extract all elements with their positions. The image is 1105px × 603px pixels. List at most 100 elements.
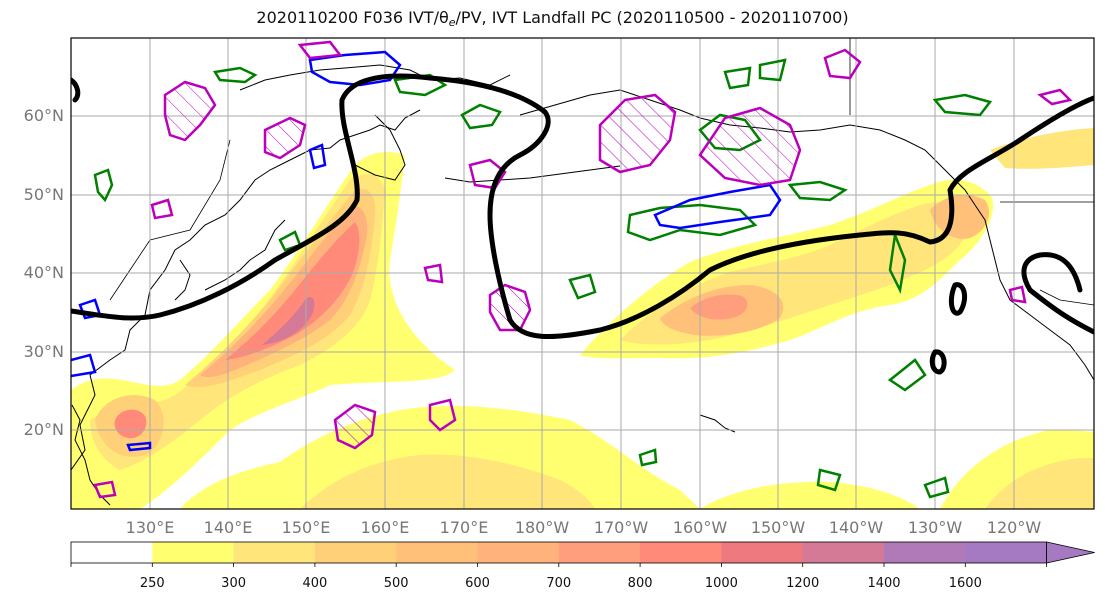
colorbar [70, 541, 1095, 567]
blue-contour [71, 353, 97, 378]
pc-contour-loop-1 [948, 282, 968, 316]
lon-label-140w: 140°W [828, 518, 884, 537]
pv-contour [333, 403, 377, 450]
pv-contour [263, 116, 307, 160]
green-contour [887, 358, 927, 392]
blue-contour [653, 183, 782, 230]
map-title: 2020110200 F036 IVT/θe/PV, IVT Landfall … [256, 8, 849, 29]
green-contour [626, 203, 758, 242]
ivt-fill-sw [71, 477, 115, 509]
colorbar-segment [884, 542, 966, 563]
lon-label-120w: 120°W [986, 518, 1042, 537]
ivt-shading [71, 128, 1094, 509]
pv-contour [468, 158, 507, 190]
pv-contour [93, 480, 117, 499]
colorbar-label: 1000 [704, 576, 738, 591]
pv-contour [488, 283, 532, 332]
pv-contour [297, 40, 343, 60]
lon-label-160e: 160°E [360, 518, 410, 537]
lat-label-50: 50°N [23, 185, 64, 204]
colorbar-label: 1200 [786, 576, 820, 591]
colorbar-label: 250 [139, 576, 165, 591]
lon-label-150e: 150°E [281, 518, 331, 537]
colorbar-segment [640, 542, 722, 563]
ivt-fill-20n-core [114, 409, 147, 439]
coast-hawaii [699, 414, 736, 433]
pv-contours [93, 40, 1073, 499]
coast-asia [71, 109, 421, 471]
colorbar-segment [396, 542, 478, 563]
ivt-fill-1200 [262, 296, 315, 345]
green-contour [932, 93, 993, 117]
colorbar-extend-arrow [1046, 541, 1095, 564]
green-contour [787, 180, 848, 202]
lat-label-30: 30°N [23, 342, 64, 361]
blue-contour [308, 143, 327, 170]
green-contour [816, 468, 842, 492]
green-contour [212, 66, 258, 84]
colorbar-label: 300 [221, 576, 246, 591]
green-contour [568, 273, 597, 300]
lat-label-20: 20°N [23, 420, 64, 439]
pc-contours [71, 73, 1094, 375]
lon-label-180w: 180°W [514, 518, 570, 537]
colorbar-segment [558, 542, 641, 563]
pv-contour [1037, 88, 1073, 106]
colorbar-segment [152, 542, 235, 563]
pc-contour-nw [71, 77, 81, 103]
ivt-fill-800 [225, 222, 360, 360]
colorbar-label: 800 [627, 576, 653, 591]
colorbar-label: 600 [465, 576, 490, 591]
coast-kamchatka [354, 114, 406, 181]
lat-label-40: 40°N [23, 263, 64, 282]
lon-label-130e: 130°E [125, 518, 175, 537]
colorbar-segment [314, 542, 397, 563]
ivt-fill-east-700 [690, 294, 748, 320]
pv-contour [163, 80, 217, 142]
coast-korea [174, 259, 191, 301]
colorbar-segment [477, 542, 560, 563]
pc-contour-loop-2 [929, 349, 947, 375]
border-us-mexico [1039, 289, 1094, 306]
pv-contour [598, 93, 677, 174]
green-contour [638, 448, 658, 467]
pv-contour [428, 398, 457, 432]
green-contour [923, 476, 950, 499]
gridlines [71, 38, 1094, 509]
colorbar-segment [721, 542, 804, 563]
ivt-fill-ne [990, 128, 1094, 169]
blue-contour [126, 441, 152, 452]
lon-label-130w: 130°W [907, 518, 963, 537]
green-contour [723, 66, 752, 90]
colorbar-label: 700 [546, 576, 572, 591]
lon-label-170e: 170°E [439, 518, 489, 537]
green-contour [93, 168, 114, 203]
coastlines [71, 64, 1094, 506]
lon-label-150w: 150°W [750, 518, 806, 537]
pv-contour [423, 263, 444, 284]
colorbar-segment [233, 542, 316, 563]
lon-label-170w: 170°W [593, 518, 649, 537]
pv-contour [1008, 285, 1027, 304]
pv-contour [823, 48, 862, 80]
ivt-fill-600 [200, 205, 368, 378]
colorbar-segment [965, 542, 1048, 563]
colorbar-segment [802, 542, 885, 563]
green-contour [758, 58, 787, 82]
lon-label-140e: 140°E [203, 518, 253, 537]
pc-contour-main [71, 73, 1094, 339]
blue-contour [308, 50, 402, 87]
green-contour [460, 103, 502, 130]
pv-contour [698, 106, 802, 187]
ivt-fill-coast [930, 194, 990, 239]
ivt-fill-se-2 [985, 458, 1094, 509]
colorbar-label: 400 [302, 576, 328, 591]
border-china [109, 139, 231, 301]
lat-label-60: 60°N [23, 106, 64, 125]
pc-contour-sea [1021, 252, 1094, 335]
colorbar-label: 1600 [948, 576, 982, 591]
colorbar-label: 1400 [867, 576, 901, 591]
plot-frame [70, 37, 1095, 510]
coast-japan [204, 219, 286, 291]
